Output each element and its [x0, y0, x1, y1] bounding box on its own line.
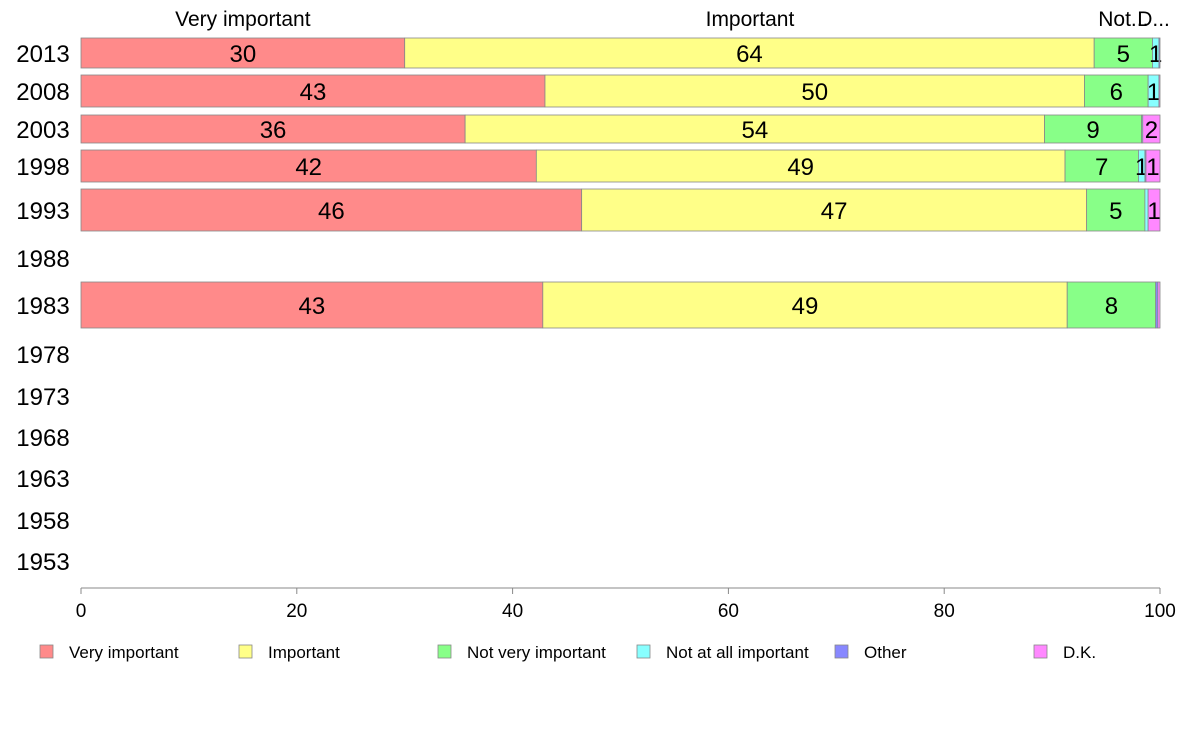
- value-label: 50: [801, 79, 828, 106]
- bar-segment: [1064, 149, 1139, 183]
- x-tick-label: 60: [718, 601, 739, 622]
- legend-swatch: [1033, 644, 1048, 659]
- value-label: 5: [1109, 198, 1122, 225]
- bar-segment: [1066, 281, 1157, 329]
- year-label: 1983: [16, 293, 69, 320]
- bar-segment: [80, 74, 546, 108]
- value-label: 49: [787, 154, 814, 181]
- bar-segment: [80, 114, 466, 144]
- value-label: 49: [792, 293, 819, 320]
- value-label: 2: [1145, 117, 1158, 144]
- legend-label: D.K.: [1063, 643, 1096, 662]
- x-tick-label: 40: [502, 601, 523, 622]
- year-label: 1978: [16, 342, 69, 369]
- value-label: 43: [300, 79, 327, 106]
- bar-segment: [404, 37, 1095, 69]
- bar-segment: [544, 74, 1085, 108]
- value-label: 64: [736, 41, 763, 68]
- year-label: 1998: [16, 154, 69, 181]
- bar-segment: [1158, 74, 1161, 108]
- bar-segment: [535, 149, 1066, 183]
- legend-swatch: [834, 644, 849, 659]
- value-label: 42: [295, 154, 322, 181]
- value-label: 9: [1086, 117, 1099, 144]
- legend-label: Very important: [69, 643, 179, 662]
- legend-label: Not very important: [467, 643, 606, 662]
- bar-segment: [80, 149, 537, 183]
- value-label: 54: [741, 117, 768, 144]
- x-tick-label: 80: [934, 601, 955, 622]
- value-label: 6: [1110, 79, 1123, 106]
- value-label: 5: [1117, 41, 1130, 68]
- year-label: 1953: [16, 549, 69, 576]
- legend-swatch: [39, 644, 54, 659]
- bar-segment: [1157, 281, 1161, 329]
- year-label: 1963: [16, 466, 69, 493]
- year-label: 2003: [16, 117, 69, 144]
- bar-segment: [1142, 114, 1161, 144]
- value-label: 8: [1105, 293, 1118, 320]
- bar-segment: [1147, 188, 1161, 232]
- column-header: Important: [706, 8, 795, 31]
- year-label: 2013: [16, 41, 69, 68]
- year-label: 1968: [16, 425, 69, 452]
- bar-segment: [581, 188, 1088, 232]
- bar-segment: [542, 281, 1068, 329]
- value-label: 7: [1095, 154, 1108, 181]
- legend-swatch: [437, 644, 452, 659]
- year-label: 1973: [16, 384, 69, 411]
- column-header: D...: [1137, 8, 1170, 31]
- column-header: Not...: [1098, 8, 1148, 31]
- x-tick-label: 20: [286, 601, 307, 622]
- year-label: 1988: [16, 246, 69, 273]
- bar-segment: [80, 188, 583, 232]
- value-label: 30: [229, 41, 256, 68]
- year-label: 1993: [16, 198, 69, 225]
- x-tick-label: 0: [76, 601, 87, 622]
- legend-swatch: [238, 644, 253, 659]
- year-label: 2008: [16, 79, 69, 106]
- bar-segment: [1158, 37, 1161, 69]
- legend-label: Important: [268, 643, 340, 662]
- value-label: 46: [318, 198, 345, 225]
- value-label: 47: [821, 198, 848, 225]
- legend-label: Not at all important: [666, 643, 809, 662]
- column-header: Very important: [175, 8, 311, 31]
- value-label: 1: [1147, 198, 1160, 225]
- bar-segment: [464, 114, 1045, 144]
- legend-label: Other: [864, 643, 907, 662]
- value-label: 36: [260, 117, 287, 144]
- legend-swatch: [636, 644, 651, 659]
- value-label: 1: [1146, 154, 1159, 181]
- value-label: 1: [1147, 79, 1160, 106]
- value-label: 43: [299, 293, 326, 320]
- x-tick-label: 100: [1144, 601, 1176, 622]
- year-label: 1958: [16, 508, 69, 535]
- bar-segment: [80, 281, 544, 329]
- bar-segment: [1145, 149, 1161, 183]
